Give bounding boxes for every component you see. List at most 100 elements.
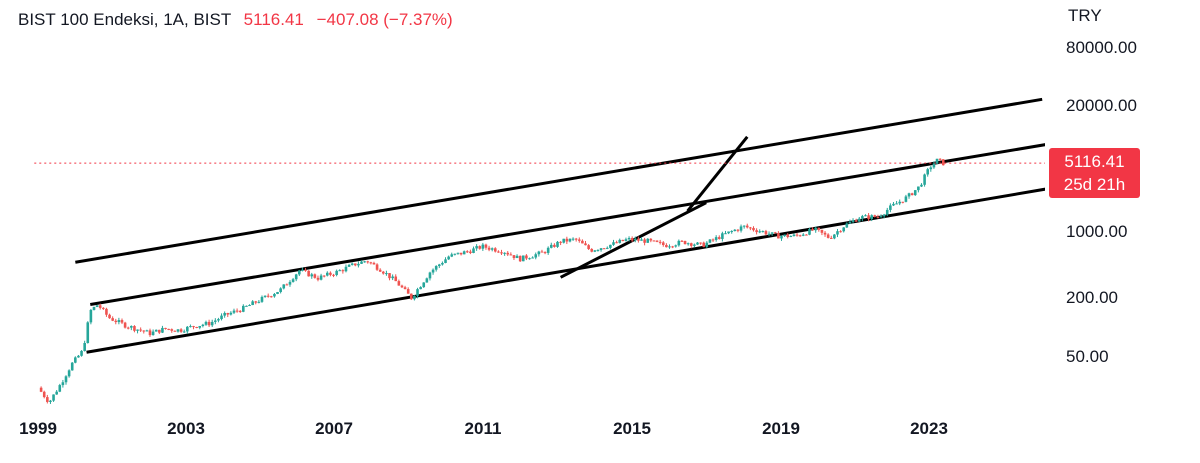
candle-body bbox=[627, 238, 631, 240]
x-tick-label: 2007 bbox=[315, 419, 353, 438]
candle-body bbox=[130, 326, 133, 328]
candle-body bbox=[49, 400, 52, 402]
candle-body bbox=[811, 228, 814, 231]
y-tick-label: 80000.00 bbox=[1066, 38, 1137, 57]
candle-body bbox=[86, 322, 90, 344]
candle-body bbox=[805, 234, 808, 236]
candle-body bbox=[487, 247, 491, 250]
candle-body bbox=[674, 245, 678, 247]
candle-body bbox=[58, 385, 62, 392]
candle-body bbox=[145, 330, 149, 332]
candle-body bbox=[923, 174, 926, 185]
candle-body bbox=[789, 236, 793, 238]
candle-body bbox=[503, 252, 506, 254]
candle-body bbox=[176, 329, 180, 332]
candle-body bbox=[257, 301, 261, 303]
candle-body bbox=[254, 301, 258, 303]
candle-body bbox=[699, 242, 702, 244]
candle-body bbox=[298, 270, 301, 275]
candle-body bbox=[462, 251, 466, 255]
candle-body bbox=[394, 276, 398, 282]
candle-body bbox=[67, 370, 71, 377]
candle-body bbox=[133, 326, 136, 331]
candle-body bbox=[531, 257, 534, 259]
candle-body bbox=[655, 240, 659, 242]
chart-header: BIST 100 Endeksi, 1A, BIST 5116.41 −407.… bbox=[18, 10, 453, 30]
candle-body bbox=[777, 233, 780, 239]
candle-body bbox=[509, 254, 513, 256]
candle-body bbox=[447, 256, 450, 260]
candle-body bbox=[493, 248, 497, 252]
candle-body bbox=[534, 254, 538, 258]
candle-body bbox=[459, 252, 463, 255]
candle-body bbox=[161, 327, 164, 333]
candle-body bbox=[770, 232, 774, 234]
candle-body bbox=[512, 255, 516, 259]
candle-body bbox=[671, 246, 674, 248]
candle-body bbox=[904, 196, 908, 202]
candle-body bbox=[525, 255, 528, 259]
x-tick-label: 1999 bbox=[19, 419, 57, 438]
candle-body bbox=[391, 276, 394, 279]
plot-area[interactable] bbox=[0, 0, 1045, 463]
candle-body bbox=[276, 292, 279, 294]
candle-body bbox=[189, 326, 192, 328]
candle-body bbox=[316, 277, 320, 280]
candle-body bbox=[677, 240, 681, 246]
candle-body bbox=[749, 227, 752, 229]
candle-body bbox=[758, 231, 762, 233]
candle-body bbox=[329, 272, 332, 275]
candle-body bbox=[245, 305, 248, 307]
candle-body bbox=[910, 193, 914, 196]
candle-body bbox=[195, 326, 198, 328]
candle-body bbox=[836, 231, 839, 235]
candle-body bbox=[761, 231, 765, 233]
candle-body bbox=[658, 241, 662, 243]
candle-body bbox=[114, 320, 118, 323]
candle-body bbox=[907, 193, 911, 197]
candle-body bbox=[649, 238, 653, 241]
x-tick-label: 2023 bbox=[910, 419, 948, 438]
candle-body bbox=[220, 315, 223, 320]
price-badge: 5116.41 25d 21h bbox=[1049, 148, 1140, 198]
candle-body bbox=[350, 263, 354, 265]
candle-body bbox=[668, 246, 671, 248]
candle-body bbox=[587, 245, 590, 250]
candle-body bbox=[117, 320, 121, 323]
trendline bbox=[90, 143, 1045, 307]
candle-body bbox=[363, 261, 366, 263]
candle-body bbox=[238, 310, 242, 312]
candle-body bbox=[680, 240, 684, 242]
candle-body bbox=[901, 201, 905, 203]
candle-body bbox=[46, 397, 49, 402]
candle-body bbox=[926, 169, 929, 175]
candle-body bbox=[232, 310, 236, 313]
candle-body bbox=[898, 201, 902, 204]
candle-body bbox=[543, 252, 547, 254]
candle-body bbox=[472, 248, 475, 253]
candle-body bbox=[752, 227, 755, 231]
candle-body bbox=[148, 330, 152, 336]
candle-body bbox=[201, 324, 205, 327]
candle-body bbox=[686, 243, 690, 245]
candle-body bbox=[357, 263, 360, 266]
candle-body bbox=[123, 322, 127, 328]
candle-body bbox=[360, 261, 363, 264]
candle-body bbox=[42, 391, 46, 398]
candle-body bbox=[798, 235, 802, 237]
candle-body bbox=[251, 301, 254, 306]
price-change: −407.08 (−7.37%) bbox=[316, 10, 453, 29]
candle-body bbox=[755, 230, 758, 233]
candle-body bbox=[739, 226, 743, 231]
candle-body bbox=[693, 244, 696, 246]
x-tick-label: 2015 bbox=[613, 419, 651, 438]
candle-body bbox=[83, 343, 86, 351]
candle-body bbox=[400, 285, 404, 288]
candle-body bbox=[61, 382, 65, 386]
candle-body bbox=[661, 242, 665, 245]
y-tick-label: 50.00 bbox=[1066, 347, 1109, 366]
candle-body bbox=[431, 269, 435, 273]
candle-body bbox=[229, 312, 233, 315]
candle-body bbox=[186, 326, 189, 332]
